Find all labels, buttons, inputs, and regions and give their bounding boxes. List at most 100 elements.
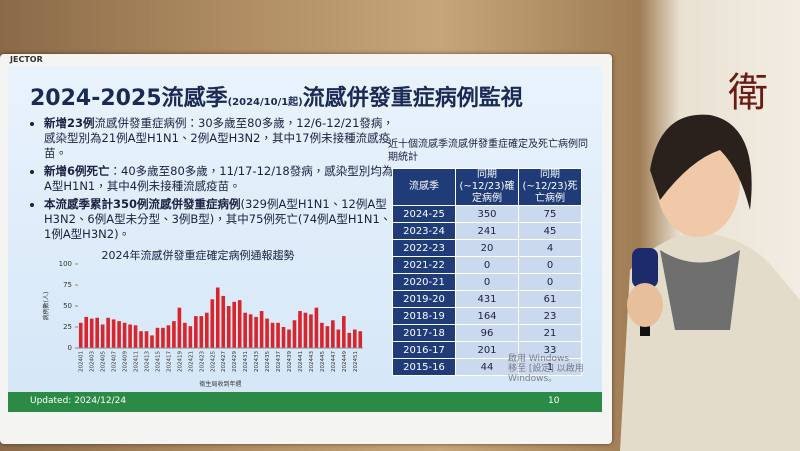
table-cell: 0 — [455, 273, 519, 291]
x-tick-label: 202441 — [298, 351, 304, 372]
x-tick-label: 202443 — [309, 351, 315, 372]
bar — [347, 332, 352, 348]
y-tick-label: 100 — [59, 260, 72, 268]
table-row: 2020-21 0 0 — [392, 273, 582, 291]
bar — [78, 322, 83, 348]
x-tick-label: 202439 — [287, 351, 293, 372]
table-cell: 241 — [455, 222, 519, 240]
bar — [194, 316, 198, 348]
table-cell: 75 — [518, 205, 582, 223]
table-row: 2015-16 44 1 — [392, 358, 582, 376]
table-cell: 23 — [518, 307, 582, 325]
x-tick-label: 202427 — [221, 351, 227, 372]
x-tick-label: 202415 — [155, 351, 161, 372]
bar — [188, 326, 193, 348]
bar — [259, 311, 264, 348]
y-tick-label: 75 — [63, 281, 72, 289]
x-tick-label: 202447 — [331, 351, 337, 372]
table-header: 流感季 — [392, 168, 456, 206]
table-cell: 0 — [518, 256, 582, 274]
bullet: 新增23例流感併發重症病例：30多歲至80多歲，12/6-12/21發病，感染型… — [44, 116, 396, 161]
bar — [106, 317, 110, 348]
bar — [309, 314, 313, 348]
table-cell: 2019-20 — [392, 290, 456, 308]
table-cell: 350 — [455, 205, 519, 223]
bar — [336, 329, 341, 348]
y-tick-label: 0 — [68, 344, 72, 352]
table-cell: 20 — [455, 239, 519, 257]
x-tick-label: 202423 — [199, 351, 205, 372]
watermark-line: 啟用 Windows — [508, 354, 570, 364]
presenter — [620, 114, 800, 451]
wall-sign: 衛 — [728, 70, 768, 116]
bar — [298, 311, 302, 348]
bullet-body: ：40多歲至80多歲，11/17-12/18發病，感染型別均為A型H1N1，其中… — [44, 164, 394, 193]
slide-title: 2024-2025流感季(2024/10/1起)流感併發重症病例監視 — [30, 80, 523, 112]
bullet-body: (329例A型H1N1、12例A型H3N2、6例A型未分型、3例B型)，其中75… — [44, 197, 392, 241]
x-tick-label: 202405 — [101, 351, 107, 372]
table-cell: 4 — [518, 239, 582, 257]
bar — [89, 318, 94, 348]
x-tick-label: 202421 — [188, 351, 194, 372]
table-cell: 0 — [455, 256, 519, 274]
bar — [325, 326, 330, 348]
x-tick-label: 202435 — [265, 351, 271, 372]
monitor-brand: JECTOR — [10, 55, 43, 64]
bar — [281, 327, 286, 348]
x-tick-label: 202409 — [123, 351, 129, 372]
bar — [248, 314, 253, 348]
bar — [84, 316, 89, 348]
table-row: 2021-22 0 0 — [392, 256, 582, 274]
bar — [265, 318, 269, 348]
table-row: 2023-24 241 45 — [392, 222, 582, 240]
table-header: 同期(~12/23)死亡病例 — [518, 168, 582, 206]
x-tick-label: 202425 — [210, 351, 216, 372]
bullet: 新增6例死亡：40多歲至80多歲，11/17-12/18發病，感染型別均為A型H… — [44, 164, 396, 194]
table-cell: 2021-22 — [392, 256, 456, 274]
bar — [270, 322, 275, 348]
bar — [254, 316, 258, 348]
bar — [133, 325, 138, 348]
bar — [276, 322, 280, 348]
table-cell: 0 — [518, 273, 582, 291]
y-axis-label: 病例數(人) — [42, 292, 50, 321]
bar — [111, 319, 116, 348]
bar — [352, 329, 357, 348]
table-cell: 96 — [455, 324, 519, 342]
footer-bar — [8, 392, 602, 412]
chart-title: 2024年流感併發重症確定病例通報趨勢 — [102, 248, 295, 262]
bar — [237, 300, 242, 348]
table-cell: 2017-18 — [392, 324, 456, 342]
bar — [358, 331, 363, 348]
x-tick-label: 202429 — [232, 351, 238, 372]
slide: 2024-2025流感季(2024/10/1起)流感併發重症病例監視 新增23例… — [8, 66, 602, 412]
table-row: 2024-25 350 75 — [392, 205, 582, 223]
table-cell: 164 — [455, 307, 519, 325]
updated-date: Updated: 2024/12/24 — [30, 396, 127, 406]
bar — [204, 312, 209, 348]
table-cell: 201 — [455, 341, 519, 359]
x-tick-label: 202451 — [353, 351, 359, 372]
bullet-lead: 本流感季累計350例流感併發重症病例 — [44, 197, 241, 211]
bar — [144, 331, 149, 348]
bar — [122, 322, 127, 348]
x-tick-label: 202445 — [320, 351, 326, 372]
y-tick-label: 25 — [63, 323, 72, 331]
watermark: 啟用 Windows 移至 [設定] 以啟用 Windows。 — [508, 354, 602, 384]
table-cell: 2022-23 — [392, 239, 456, 257]
bullet-lead: 新增6例死亡 — [44, 164, 110, 178]
bar — [215, 287, 220, 348]
bar — [139, 331, 143, 348]
bar — [117, 321, 121, 348]
bar — [199, 316, 204, 348]
y-tick-label: 50 — [63, 302, 72, 310]
table-row: 2019-20 431 61 — [392, 290, 582, 308]
bullet-lead: 新增23例 — [44, 116, 95, 130]
bar — [95, 317, 99, 348]
bar — [342, 316, 346, 348]
table: 流感季 同期(~12/23)確定病例 同期(~12/23)死亡病例 2024-25 35… — [392, 168, 582, 376]
x-tick-label: 202403 — [90, 351, 96, 372]
x-tick-label: 202407 — [112, 351, 118, 372]
